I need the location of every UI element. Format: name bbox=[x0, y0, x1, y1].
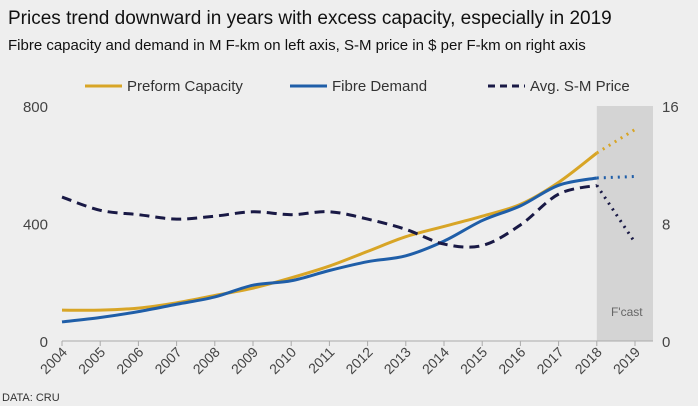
legend-label: Preform Capacity bbox=[127, 78, 243, 95]
forecast-band bbox=[596, 106, 653, 341]
x-tick-label: 2018 bbox=[572, 344, 605, 377]
left-axis-tick-label: 400 bbox=[23, 217, 48, 234]
x-tick-label: 2015 bbox=[457, 344, 490, 377]
left-axis-tick-label: 0 bbox=[40, 334, 48, 351]
chart-subtitle: Fibre capacity and demand in M F-km on l… bbox=[8, 37, 586, 54]
left-axis-tick-label: 800 bbox=[23, 99, 48, 116]
series-forecast-line-0 bbox=[596, 128, 636, 155]
x-tick-label: 2007 bbox=[151, 344, 184, 377]
series-line-2 bbox=[61, 183, 598, 249]
x-tick-label: 2006 bbox=[113, 344, 146, 377]
x-tick-label: 2016 bbox=[495, 344, 528, 377]
x-tick-label: 2009 bbox=[228, 344, 261, 377]
x-tick-label: 2013 bbox=[381, 344, 414, 377]
x-tick-label: 2008 bbox=[190, 344, 223, 377]
series-forecast-line-2 bbox=[595, 184, 637, 244]
series-line-1 bbox=[61, 176, 598, 324]
right-axis-tick-label: 16 bbox=[662, 99, 679, 116]
series-line-0 bbox=[61, 151, 598, 312]
legend-label: Avg. S-M Price bbox=[530, 78, 630, 95]
right-axis-tick-label: 8 bbox=[662, 217, 670, 234]
chart-title: Prices trend downward in years with exce… bbox=[8, 8, 612, 29]
data-source: DATA: CRU bbox=[2, 392, 60, 404]
forecast-label: F'cast bbox=[611, 305, 643, 319]
right-axis-tick-label: 0 bbox=[662, 334, 670, 351]
x-tick-label: 2017 bbox=[533, 344, 566, 377]
x-tick-label: 2010 bbox=[266, 344, 299, 377]
x-tick-label: 2005 bbox=[75, 344, 108, 377]
x-tick-label: 2012 bbox=[342, 344, 375, 377]
x-tick-label: 2014 bbox=[419, 344, 452, 377]
x-tick-label: 2011 bbox=[305, 344, 338, 377]
x-tick-label: 2019 bbox=[610, 344, 643, 377]
legend-label: Fibre Demand bbox=[332, 78, 427, 95]
